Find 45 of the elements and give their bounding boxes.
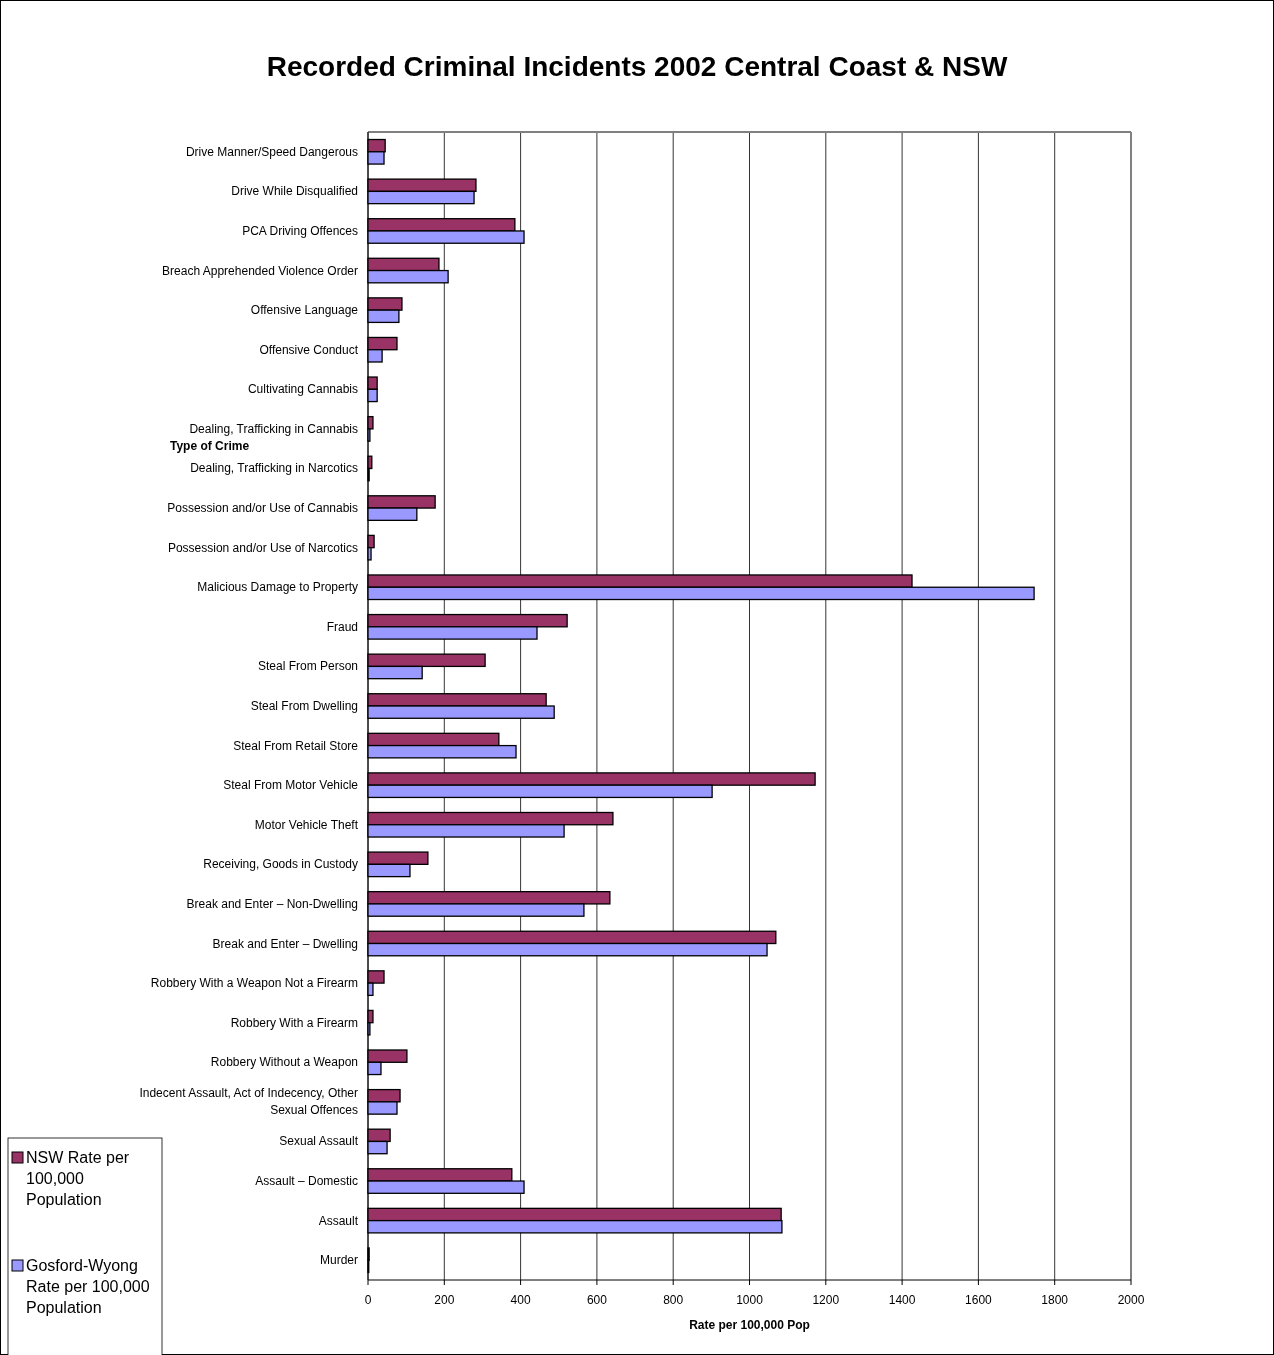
y-tick-label: Assault – Domestic [255,1174,358,1189]
x-tick-label: 0 [364,1293,372,1307]
y-tick-label: Receiving, Goods in Custody [203,857,358,872]
y-tick-label: Murder [319,1253,358,1268]
y-tick-label: Robbery Without a Weapon [210,1055,358,1070]
x-tick-label: 1600 [965,1293,993,1307]
x-tick-label: 400 [510,1293,531,1307]
y-tick-label: PCA Driving Offences [242,223,358,238]
x-tick-label: 800 [663,1293,684,1307]
y-tick-label: Indecent Assault, Act of Indecency, Other Sexual Offences [139,1086,358,1118]
y-tick-label: Drive Manner/Speed Dangerous [185,144,358,159]
y-tick-label: Dealing, Trafficking in Cannabis [189,421,358,436]
y-tick-label: Motor Vehicle Theft [254,817,359,832]
y-tick-label: Break and Enter – Non-Dwelling [186,896,358,911]
x-tick-label: 2000 [1117,1293,1145,1307]
y-tick-label: Offensive Language [250,303,359,318]
y-axis-title: Type of Crime [170,439,250,454]
y-tick-label: Sexual Assault [279,1134,359,1149]
y-tick-label: Malicious Damage to Property [197,580,358,595]
x-tick-label: 1800 [1041,1293,1069,1307]
y-tick-label: Dealing, Trafficking in Narcotics [190,461,358,476]
x-tick-label: 1400 [888,1293,916,1307]
y-tick-label: Robbery With a Firearm [230,1015,358,1030]
y-tick-label: Assault [318,1213,359,1228]
legend-label: NSW Rate per 100,000 Population [26,1149,130,1208]
y-tick-label: Fraud [326,619,358,634]
y-tick-label: Breach Apprehended Violence Order [162,263,358,278]
x-tick-label: 1200 [812,1293,840,1307]
y-tick-label: Steal From Person [257,659,358,674]
y-tick-label: Steal From Motor Vehicle [223,778,359,793]
y-tick-label: Steal From Dwelling [250,699,358,713]
y-tick-label: Offensive Conduct [259,342,359,357]
y-tick-label: Drive While Disqualified [231,184,358,199]
y-tick-label: Steal From Retail Store [233,738,359,753]
x-axis-title: Rate per 100,000 Pop [689,1318,810,1332]
legend-label: Gosford-Wyong Rate per 100,000 Population [26,1257,150,1316]
y-tick-label: Cultivating Cannabis [247,382,358,397]
y-tick-label: Possession and/or Use of Narcotics [167,540,358,555]
chart-title: Recorded Criminal Incidents 2002 Central Coast & NSW [266,51,1008,82]
x-tick-label: 1000 [736,1293,764,1307]
y-tick-label: Robbery With a Weapon Not a Firearm [150,976,358,991]
x-tick-label: 600 [586,1293,608,1307]
y-tick-label: Break and Enter – Dwelling [212,936,358,951]
y-tick-label: Possession and/or Use of Cannabis [167,501,358,516]
x-tick-label: 200 [434,1293,455,1307]
